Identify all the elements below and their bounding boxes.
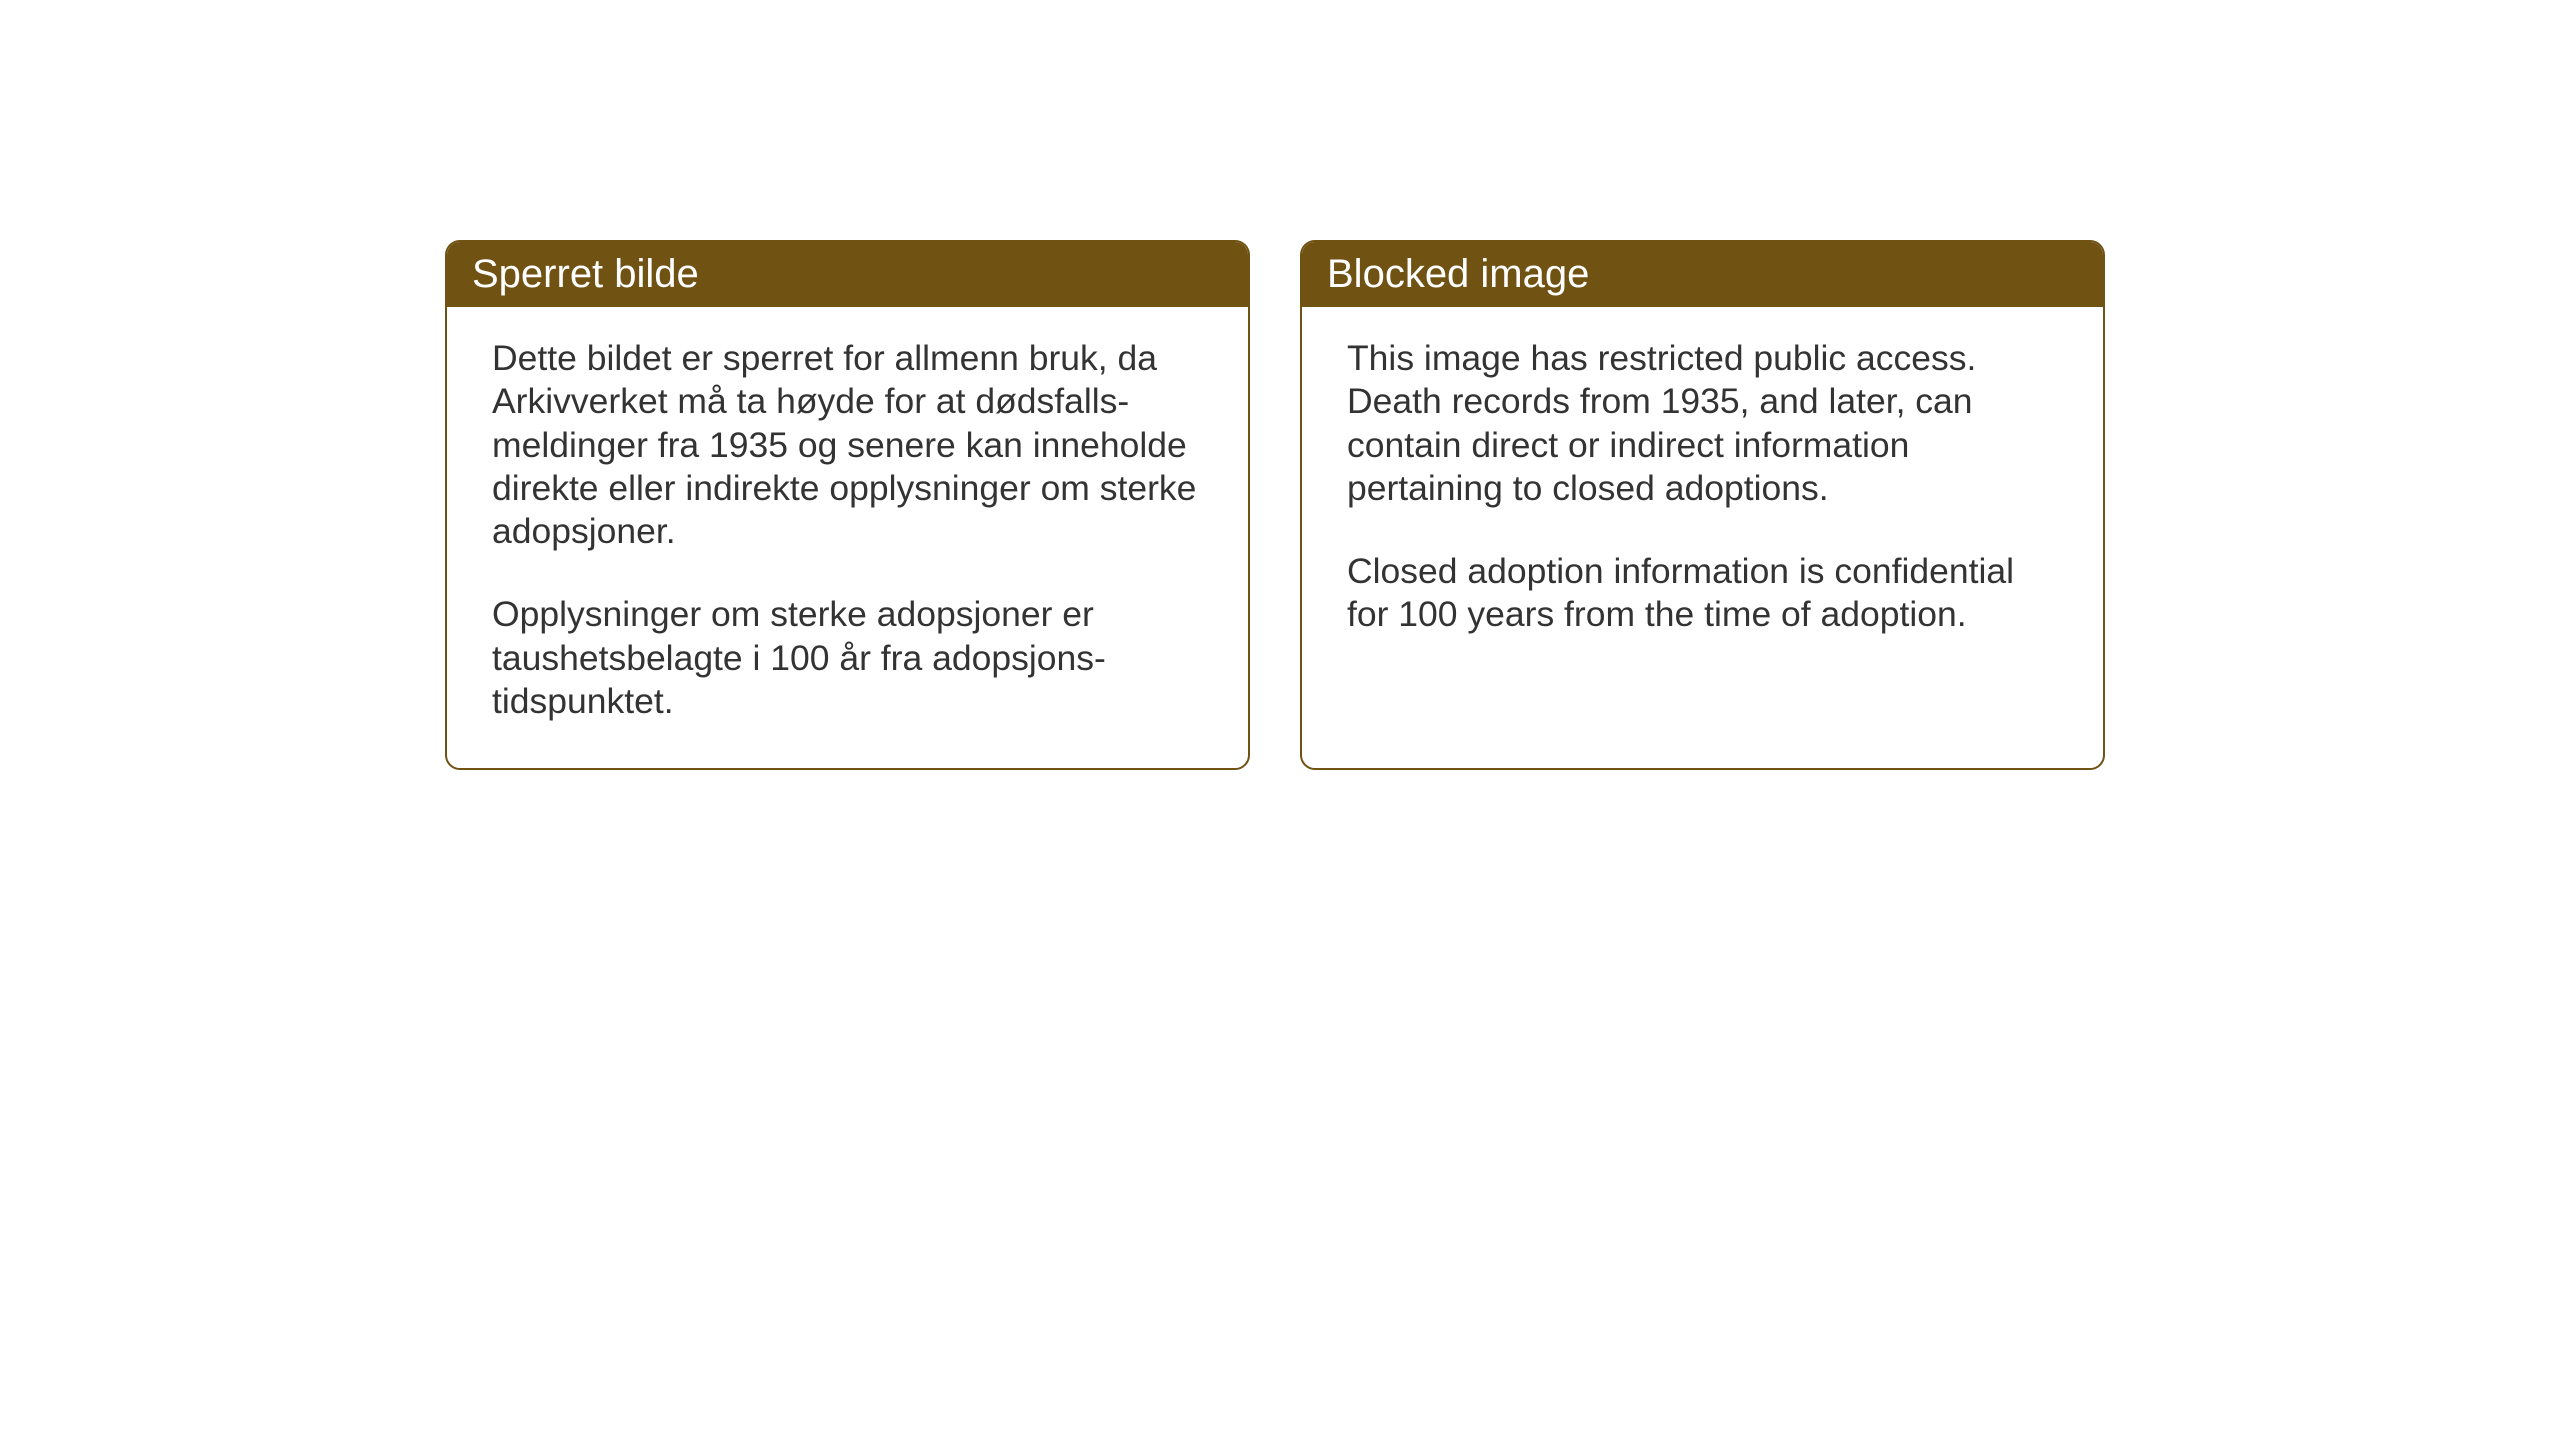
paragraph-2-norwegian: Opplysninger om sterke adopsjoner er tau… (492, 593, 1203, 723)
paragraph-2-english: Closed adoption information is confident… (1347, 550, 2058, 637)
card-header-norwegian: Sperret bilde (447, 242, 1248, 307)
card-body-norwegian: Dette bildet er sperret for allmenn bruk… (447, 307, 1248, 768)
card-norwegian: Sperret bilde Dette bildet er sperret fo… (445, 240, 1250, 770)
paragraph-1-english: This image has restricted public access.… (1347, 337, 2058, 510)
card-body-english: This image has restricted public access.… (1302, 307, 2103, 682)
paragraph-1-norwegian: Dette bildet er sperret for allmenn bruk… (492, 337, 1203, 553)
card-header-english: Blocked image (1302, 242, 2103, 307)
card-english: Blocked image This image has restricted … (1300, 240, 2105, 770)
cards-container: Sperret bilde Dette bildet er sperret fo… (445, 240, 2105, 770)
